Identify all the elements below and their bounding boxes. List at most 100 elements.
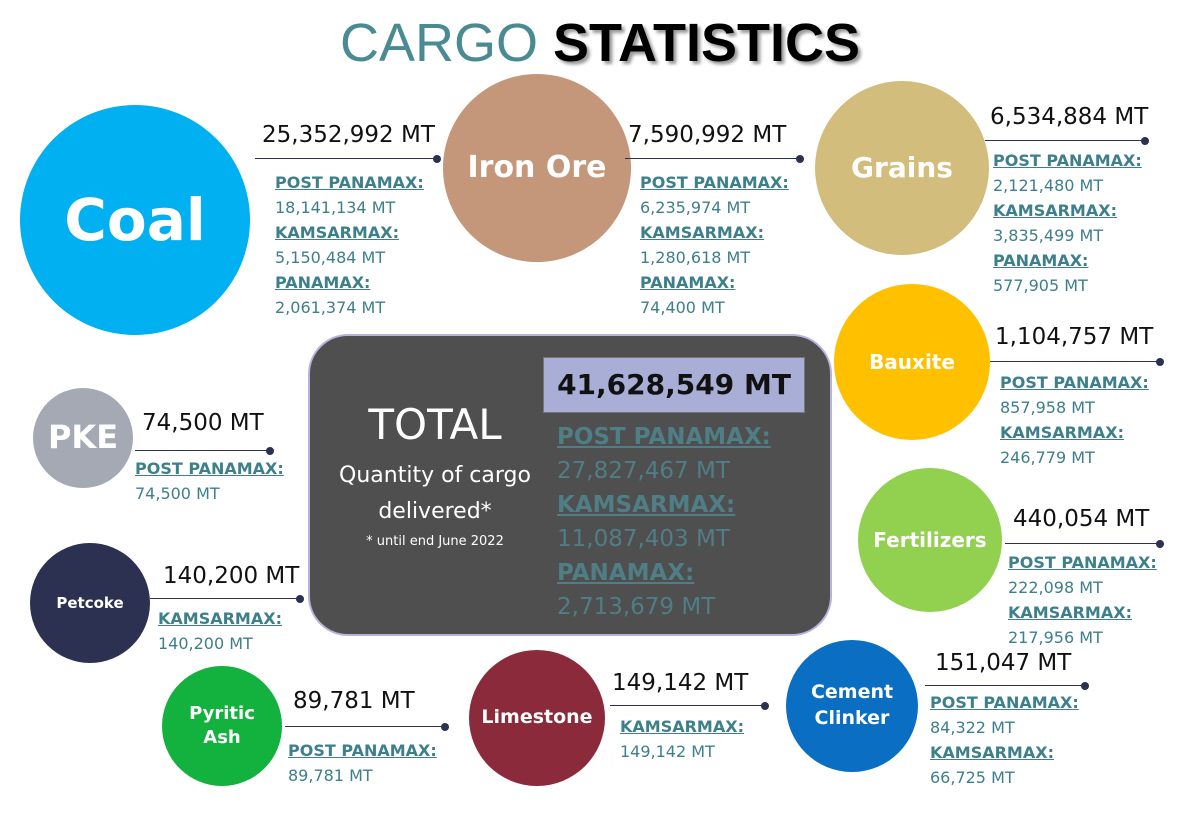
cargo-name: Fertilizers	[873, 527, 987, 552]
breakdown-name: KAMSARMAX:	[930, 743, 1054, 762]
breakdown-amount: 11,087,403 MT	[557, 526, 730, 552]
connector	[625, 158, 800, 159]
connector	[285, 726, 445, 727]
cargo-breakdown: KAMSARMAX: 149,142 MT	[620, 714, 744, 764]
cargo-total: 7,590,992 MT	[628, 122, 787, 148]
breakdown-name: KAMSARMAX:	[993, 201, 1117, 220]
cargo-circle: Limestone	[469, 650, 605, 786]
title-light: CARGO	[339, 13, 538, 73]
breakdown-name: POST PANAMAX:	[1008, 553, 1157, 572]
breakdown-name: POST PANAMAX:	[135, 459, 284, 478]
breakdown-name: KAMSARMAX:	[640, 223, 764, 242]
cargo-circle: Fertilizers	[858, 468, 1002, 612]
cargo-name: Grains	[851, 151, 953, 185]
cargo-total: 140,200 MT	[163, 563, 300, 589]
connector	[255, 158, 437, 159]
connector-dot	[433, 154, 441, 163]
connector	[1005, 543, 1160, 544]
breakdown-amount: 2,121,480 MT	[993, 176, 1104, 195]
cargo-circle: Cement Clinker	[786, 640, 918, 772]
connector-dot	[1156, 539, 1164, 548]
breakdown-name: KAMSARMAX:	[557, 492, 736, 518]
connector	[990, 361, 1160, 362]
total-label: TOTAL	[368, 400, 502, 449]
breakdown-amount: 27,827,467 MT	[557, 458, 730, 484]
breakdown-amount: 1,280,618 MT	[640, 248, 751, 267]
connector-dot	[441, 722, 449, 731]
breakdown-name: POST PANAMAX:	[288, 741, 437, 760]
cargo-circle: PKE	[33, 388, 133, 488]
breakdown-name: KAMSARMAX:	[275, 223, 399, 242]
breakdown-name: KAMSARMAX:	[620, 717, 744, 736]
cargo-circle: Bauxite	[834, 284, 990, 440]
breakdown-name: PANAMAX:	[993, 251, 1089, 270]
cargo-name: PKE	[47, 418, 119, 457]
connector-dot	[796, 154, 804, 163]
breakdown-amount: 577,905 MT	[993, 276, 1088, 295]
breakdown-name: PANAMAX:	[640, 273, 736, 292]
breakdown-amount: 857,958 MT	[1000, 398, 1095, 417]
breakdown-amount: 149,142 MT	[620, 742, 715, 761]
cargo-total: 74,500 MT	[142, 410, 264, 436]
breakdown-name: PANAMAX:	[275, 273, 371, 292]
connector	[610, 705, 765, 706]
breakdown-amount: 2,061,374 MT	[275, 298, 386, 317]
cargo-breakdown: POST PANAMAX: 74,500 MT	[135, 456, 284, 506]
cargo-total: 6,534,884 MT	[990, 104, 1149, 130]
cargo-breakdown: POST PANAMAX: 857,958 MT KAMSARMAX: 246,779…	[1000, 370, 1149, 470]
cargo-circle: Pyritic Ash	[162, 666, 282, 786]
connector	[925, 685, 1085, 686]
breakdown-name: POST PANAMAX:	[557, 424, 771, 450]
cargo-name: Cement Clinker	[810, 681, 894, 729]
breakdown-amount: 222,098 MT	[1008, 578, 1103, 597]
cargo-total: 149,142 MT	[612, 670, 749, 696]
breakdown-amount: 89,781 MT	[288, 766, 373, 785]
breakdown-name: POST PANAMAX:	[930, 693, 1079, 712]
breakdown-name: POST PANAMAX:	[640, 173, 789, 192]
breakdown-amount: 217,956 MT	[1008, 628, 1103, 647]
cargo-circle: Coal	[20, 105, 250, 335]
breakdown-amount: 74,400 MT	[640, 298, 725, 317]
breakdown-amount: 84,322 MT	[930, 718, 1015, 737]
cargo-total: 1,104,757 MT	[995, 324, 1154, 350]
cargo-total: 440,054 MT	[1013, 506, 1150, 532]
cargo-breakdown: POST PANAMAX: 89,781 MT	[288, 738, 437, 788]
cargo-breakdown: POST PANAMAX: 84,322 MT KAMSARMAX: 66,725 M…	[930, 690, 1079, 790]
breakdown-name: POST PANAMAX:	[993, 151, 1142, 170]
breakdown-name: KAMSARMAX:	[158, 609, 282, 628]
cargo-total: 151,047 MT	[935, 650, 1072, 676]
breakdown-name: POST PANAMAX:	[1000, 373, 1149, 392]
cargo-circle: Petcoke	[30, 543, 150, 663]
cargo-name: Petcoke	[56, 593, 124, 612]
connector	[985, 140, 1145, 141]
breakdown-name: KAMSARMAX:	[1008, 603, 1132, 622]
cargo-total: 89,781 MT	[293, 688, 415, 714]
title-bold: STATISTICS	[553, 13, 861, 73]
cargo-total: 25,352,992 MT	[262, 122, 435, 148]
connector-dot	[761, 701, 769, 710]
cargo-name: Limestone	[481, 706, 593, 729]
breakdown-amount: 18,141,134 MT	[275, 198, 396, 217]
breakdown-amount: 140,200 MT	[158, 634, 253, 653]
cargo-breakdown: POST PANAMAX: 222,098 MT KAMSARMAX: 217,956…	[1008, 550, 1157, 650]
cargo-name: Iron Ore	[467, 149, 607, 185]
connector	[135, 450, 270, 451]
total-note: * until end June 2022	[366, 534, 504, 549]
cargo-circle: Iron Ore	[443, 74, 631, 262]
cargo-circle: Grains	[815, 81, 989, 255]
cargo-breakdown: POST PANAMAX: 6,235,974 MT KAMSARMAX: 1,280…	[640, 170, 789, 320]
cargo-breakdown: POST PANAMAX: 18,141,134 MT KAMSARMAX: 5,15…	[275, 170, 424, 320]
breakdown-name: POST PANAMAX:	[275, 173, 424, 192]
total-breakdown: POST PANAMAX: 27,827,467 MT KAMSARMAX: 11,0…	[557, 420, 771, 624]
breakdown-amount: 6,235,974 MT	[640, 198, 751, 217]
breakdown-amount: 2,713,679 MT	[557, 594, 716, 620]
breakdown-amount: 246,779 MT	[1000, 448, 1095, 467]
cargo-breakdown: KAMSARMAX: 140,200 MT	[158, 606, 282, 656]
breakdown-amount: 66,725 MT	[930, 768, 1015, 787]
connector-dot	[296, 594, 304, 603]
breakdown-name: PANAMAX:	[557, 560, 695, 586]
connector-dot	[1141, 136, 1149, 145]
breakdown-amount: 74,500 MT	[135, 484, 220, 503]
breakdown-name: KAMSARMAX:	[1000, 423, 1124, 442]
